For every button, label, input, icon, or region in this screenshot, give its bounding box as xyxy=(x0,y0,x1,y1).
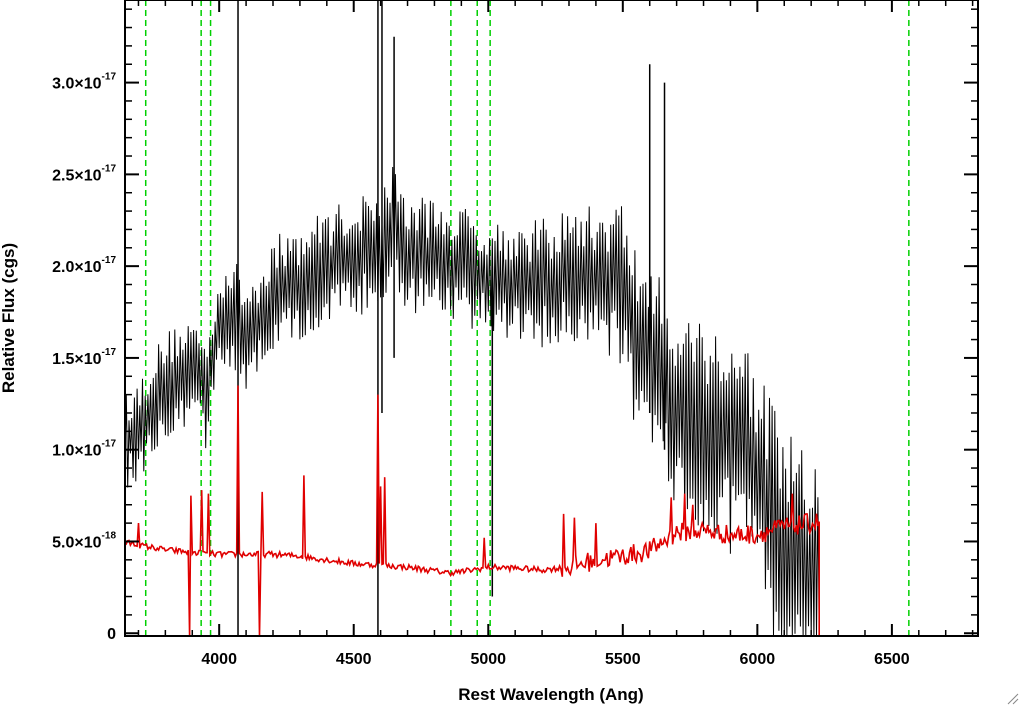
flux-series xyxy=(125,0,820,636)
error-line xyxy=(125,385,978,636)
x-axis-label: Rest Wavelength (Ang) xyxy=(458,685,643,704)
y-tick-label: 2.0×10-17 xyxy=(52,255,116,276)
y-tick-label: 0 xyxy=(107,626,116,643)
y-tick-label: 5.0×10-18 xyxy=(52,530,116,551)
y-axis-label: Relative Flux (cgs) xyxy=(0,243,18,393)
x-tick-label: 5500 xyxy=(605,651,641,668)
flux-line xyxy=(125,166,820,636)
error-series xyxy=(125,385,978,636)
x-tick-label: 4000 xyxy=(201,651,237,668)
y-tick-label: 3.0×10-17 xyxy=(52,72,116,93)
y-tick-label: 1.5×10-17 xyxy=(52,347,116,368)
y-tick-label: 1.0×10-17 xyxy=(52,439,116,460)
plot-frame xyxy=(124,0,979,637)
x-tick-label: 4500 xyxy=(336,651,372,668)
x-tick-label: 5000 xyxy=(470,651,506,668)
y-tick-label: 2.5×10-17 xyxy=(52,163,116,184)
resize-grip-icon xyxy=(1007,693,1019,705)
y-axis-ticks: 0 5.0×10-18 1.0×10-17 1.5×10-17 2.0×10-17 2.5… xyxy=(52,8,978,643)
x-axis-ticks: 4000 4500 5000 5500 6000 6500 xyxy=(137,0,974,668)
x-tick-label: 6000 xyxy=(740,651,776,668)
x-tick-label: 6500 xyxy=(874,651,910,668)
